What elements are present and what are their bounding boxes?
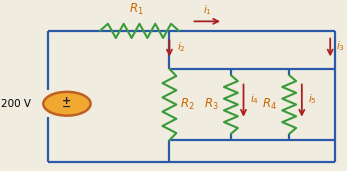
Circle shape: [43, 92, 91, 116]
Text: $i_2$: $i_2$: [177, 40, 186, 54]
Text: $R_3$: $R_3$: [204, 97, 218, 112]
Text: $i_4$: $i_4$: [250, 92, 259, 106]
Text: $i_3$: $i_3$: [336, 39, 345, 53]
Text: +: +: [62, 96, 71, 106]
Text: $i_5$: $i_5$: [308, 92, 317, 106]
Text: $i_1$: $i_1$: [203, 3, 212, 17]
Text: −: −: [62, 102, 71, 112]
Text: $R_4$: $R_4$: [262, 97, 277, 112]
Text: $R_2$: $R_2$: [180, 97, 195, 112]
Text: $R_1$: $R_1$: [129, 2, 144, 17]
Text: 200 V: 200 V: [1, 99, 31, 109]
